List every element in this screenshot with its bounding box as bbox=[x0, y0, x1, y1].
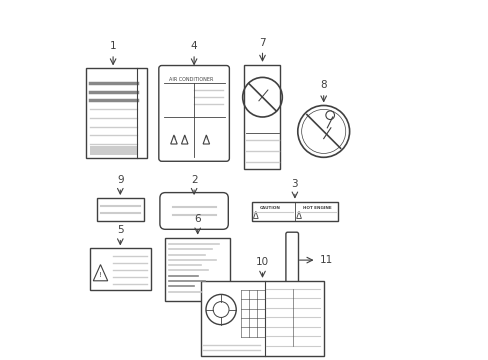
FancyBboxPatch shape bbox=[285, 232, 298, 288]
Polygon shape bbox=[170, 135, 177, 144]
FancyBboxPatch shape bbox=[159, 66, 229, 161]
Text: 5: 5 bbox=[117, 225, 123, 235]
FancyBboxPatch shape bbox=[86, 68, 147, 158]
Polygon shape bbox=[93, 265, 107, 281]
Bar bbox=[89, 146, 136, 155]
Text: 2: 2 bbox=[190, 175, 197, 185]
Text: 3: 3 bbox=[291, 179, 298, 189]
Text: CAUTION: CAUTION bbox=[259, 206, 280, 210]
Text: 10: 10 bbox=[255, 257, 268, 267]
Text: 7: 7 bbox=[259, 38, 265, 48]
Text: 11: 11 bbox=[320, 255, 333, 265]
Text: 4: 4 bbox=[190, 41, 197, 51]
Bar bbox=[89, 248, 151, 290]
Polygon shape bbox=[181, 135, 187, 144]
Text: !: ! bbox=[99, 272, 102, 278]
Polygon shape bbox=[203, 135, 209, 144]
Text: 6: 6 bbox=[194, 214, 201, 224]
Polygon shape bbox=[253, 211, 258, 219]
Polygon shape bbox=[296, 211, 301, 219]
Bar bbox=[244, 65, 280, 169]
FancyBboxPatch shape bbox=[160, 193, 228, 229]
Bar bbox=[97, 198, 143, 221]
Text: !: ! bbox=[173, 136, 175, 141]
Bar bbox=[251, 202, 337, 221]
Text: AIR CONDITIONER: AIR CONDITIONER bbox=[168, 77, 213, 82]
Text: 1: 1 bbox=[110, 41, 116, 51]
Text: 8: 8 bbox=[320, 80, 326, 90]
Text: HOT ENGINE: HOT ENGINE bbox=[302, 206, 331, 210]
Bar bbox=[201, 281, 323, 356]
Bar bbox=[165, 238, 230, 301]
Text: 9: 9 bbox=[117, 175, 123, 185]
Text: !: ! bbox=[205, 136, 207, 141]
Text: !: ! bbox=[183, 136, 185, 141]
